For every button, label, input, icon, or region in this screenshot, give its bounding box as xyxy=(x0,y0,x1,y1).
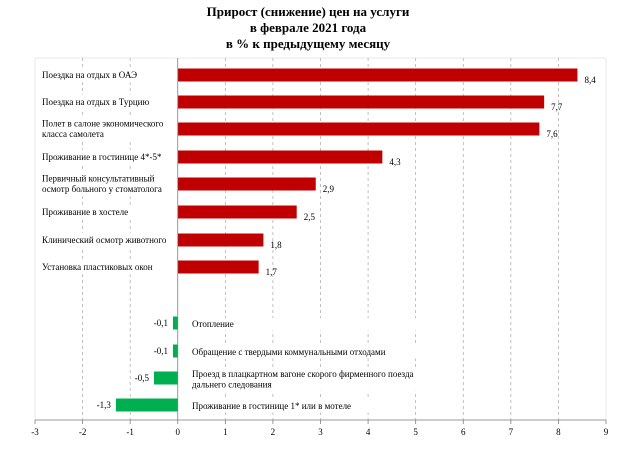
category-label: Проезд в плацкартном вагоне скорого фирм… xyxy=(192,369,414,379)
category-label: класса самолета xyxy=(42,129,104,139)
category-label: Установка пластиковых окон xyxy=(42,262,153,272)
category-label-bg xyxy=(188,318,418,331)
category-label-bg xyxy=(188,367,440,391)
category-label-bg xyxy=(38,94,176,110)
bar xyxy=(177,177,316,191)
x-tick-label: 1 xyxy=(223,427,228,437)
value-label: 7,7 xyxy=(551,102,563,112)
category-label-bg xyxy=(38,171,176,197)
category-label-bg xyxy=(38,204,176,220)
category-label: осмотр больного у стоматолога xyxy=(42,184,162,194)
plot-area: 8,4 Поездка на отдых в ОАЭ 7,7 Поездка на о… xyxy=(31,57,609,437)
bar xyxy=(172,316,178,330)
value-label: 1,7 xyxy=(266,267,278,277)
bar xyxy=(153,371,178,385)
x-tick-label: -2 xyxy=(79,427,87,437)
value-label: 8,4 xyxy=(584,75,596,85)
category-label: Проживание в гостинице 4*-5* xyxy=(42,152,162,162)
chart-title-line-3: в % к предыдущему месяцу xyxy=(226,36,391,51)
bar xyxy=(115,398,178,412)
category-label-bg xyxy=(38,232,176,248)
x-tick-label: -1 xyxy=(126,427,134,437)
category-label: Клинический осмотр животного xyxy=(42,235,167,245)
value-label: -0,5 xyxy=(135,373,150,383)
category-label-bg xyxy=(38,259,176,275)
chart-title-line-1: Прирост (снижение) цен на услуги xyxy=(207,4,410,19)
value-label: 2,9 xyxy=(323,184,335,194)
x-tick-label: 5 xyxy=(413,427,418,437)
x-tick-label: 2 xyxy=(271,427,276,437)
x-tick-label: 6 xyxy=(461,427,466,437)
category-label: Отопление xyxy=(192,319,234,329)
value-label: -0,1 xyxy=(154,346,168,356)
x-tick-label: 3 xyxy=(318,427,323,437)
category-label: Проживание в хостеле xyxy=(42,207,128,217)
value-label: 2,5 xyxy=(304,212,316,222)
value-label: 4,3 xyxy=(389,157,401,167)
bar xyxy=(177,150,383,164)
category-label: Обращение с твердыми коммунальными отход… xyxy=(192,347,386,357)
category-label-bg xyxy=(38,67,176,83)
x-tick-label: -3 xyxy=(31,427,39,437)
x-tick-label: 7 xyxy=(509,427,514,437)
x-tick-label: 0 xyxy=(176,427,181,437)
bar xyxy=(177,260,259,274)
bar xyxy=(177,233,264,247)
category-label: Проживание в гостинице 1* или в мотеле xyxy=(192,401,351,411)
category-label: Поездка на отдых в ОАЭ xyxy=(42,70,137,80)
value-label: 7,6 xyxy=(546,129,558,139)
bar xyxy=(177,68,578,82)
x-tick-label: 4 xyxy=(366,427,371,437)
category-label: Полет в салоне экономического xyxy=(42,119,164,129)
value-label: -1,3 xyxy=(97,400,112,410)
category-label-bg xyxy=(188,400,376,413)
category-label: дальнего следования xyxy=(192,379,272,389)
bar xyxy=(177,122,540,136)
category-label-bg xyxy=(38,149,176,165)
bar xyxy=(177,205,297,219)
chart-title-line-2: в феврале 2021 года xyxy=(250,20,367,35)
bar xyxy=(177,95,545,109)
bar xyxy=(172,344,178,358)
category-label: Поездка на отдых в Турцию xyxy=(42,97,149,107)
x-tick-label: 9 xyxy=(604,427,609,437)
category-label-bg xyxy=(188,346,418,359)
category-label-bg xyxy=(38,116,176,142)
x-tick-label: 8 xyxy=(556,427,561,437)
value-label: 1,8 xyxy=(270,240,282,250)
category-label: Первичный консультативный xyxy=(42,174,155,184)
value-label: -0,1 xyxy=(154,318,168,328)
